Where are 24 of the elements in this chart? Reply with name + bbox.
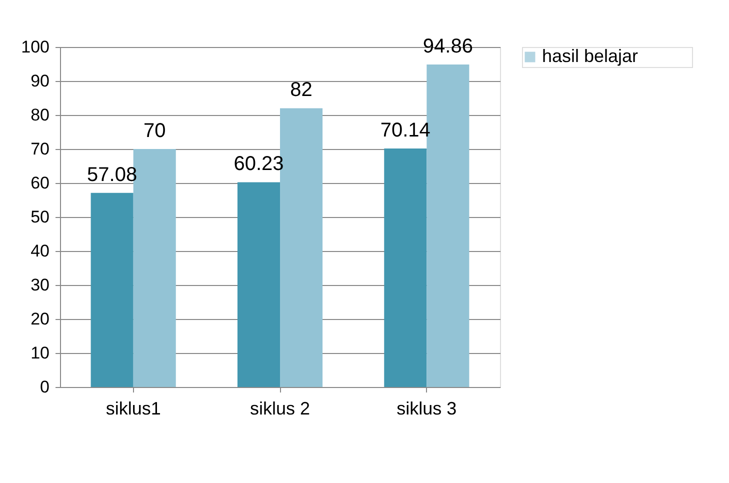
bar	[237, 182, 280, 387]
x-tick-label: siklus 3	[396, 398, 457, 418]
data-label: 57.08	[87, 164, 138, 186]
bar	[90, 192, 134, 387]
y-tick-label: 0	[40, 378, 50, 396]
bar	[384, 148, 427, 387]
data-label: 60.23	[234, 153, 284, 176]
x-tick-label: siklus 2	[250, 398, 310, 418]
x-tick-label: siklus1	[106, 398, 161, 418]
y-tick-label: 90	[30, 72, 50, 90]
y-tick-label: 100	[21, 38, 50, 56]
data-label: 94.86	[422, 35, 473, 58]
data-label: 70	[143, 120, 166, 142]
y-tick-label: 20	[30, 310, 50, 328]
y-tick-label: 80	[30, 106, 50, 124]
data-label: 70.14	[380, 120, 430, 142]
legend-label: hasil belajar	[542, 46, 638, 66]
y-tick-label: 10	[30, 344, 50, 362]
y-tick-label: 40	[30, 242, 50, 260]
y-tick-label: 60	[30, 174, 50, 192]
y-tick-label: 30	[30, 276, 50, 294]
y-tick-label: 50	[30, 208, 50, 226]
y-tick-label: 70	[30, 140, 50, 158]
data-label: 82	[290, 79, 312, 102]
